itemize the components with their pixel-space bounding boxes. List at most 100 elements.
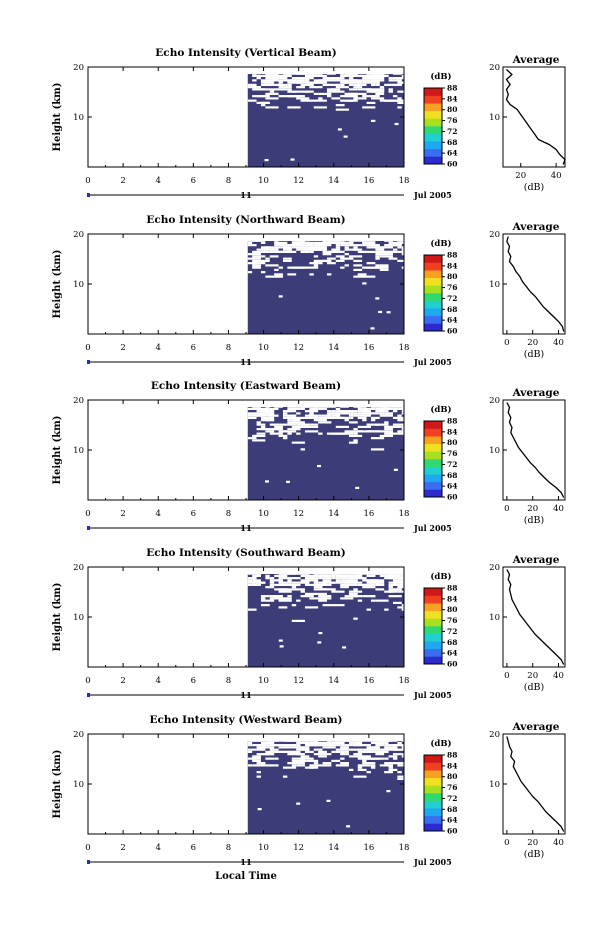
echo-gap-cell	[340, 764, 349, 767]
x-tick-label: 0	[85, 676, 90, 686]
echo-gap-cell	[401, 581, 404, 584]
echo-gap-cell	[287, 405, 297, 408]
x-tick-label: 8	[226, 343, 231, 353]
x-tick-label: 2	[120, 843, 125, 853]
average-y-tick-label: 20	[489, 730, 500, 740]
echo-gap-cell	[274, 405, 279, 408]
echo-gap-cell	[397, 77, 404, 80]
echo-gap-cell	[392, 257, 398, 260]
colorbar-frame	[423, 254, 443, 332]
echo-gap-cell	[265, 430, 275, 433]
echo-gap-cell	[269, 581, 275, 584]
echo-gap-cell	[287, 407, 301, 410]
echo-gap-cell	[287, 419, 292, 422]
echo-gap-cell	[309, 766, 314, 769]
echo-gap-cell	[300, 579, 310, 582]
echo-gap-cell	[287, 257, 292, 260]
echo-gap-cell	[379, 583, 385, 586]
echo-gap-cell	[357, 572, 371, 575]
echo-gap-cell	[252, 759, 261, 762]
echo-gap-cell	[392, 79, 402, 82]
echo-gap-cell	[366, 771, 371, 774]
average-y-tick-label: 20	[489, 563, 500, 573]
echo-gap-cell	[353, 268, 358, 271]
echo-gap-cell	[366, 750, 380, 753]
echo-gap-cell	[353, 259, 363, 262]
echo-gap-cell	[287, 106, 292, 109]
echo-gap-cell	[252, 255, 266, 258]
echo-gap-cell	[313, 262, 319, 265]
echo-gap-cell	[269, 739, 279, 742]
echo-gap-cell	[287, 572, 301, 575]
echo-gap-cell	[282, 246, 297, 249]
echo-gap-cell	[362, 750, 367, 753]
x-tick-label: 16	[363, 176, 374, 186]
echo-gap-cell	[353, 414, 367, 417]
colorbar-segment	[424, 595, 442, 604]
x-tick-label: 12	[293, 843, 304, 853]
echo-gap-cell	[397, 97, 402, 100]
echo-gap-cell	[291, 410, 297, 413]
echo-gap-cell	[362, 79, 371, 82]
echo-gap-cell	[278, 574, 283, 577]
echo-gap-cell	[397, 744, 404, 747]
echo-gap-cell	[265, 275, 275, 278]
echo-gap-cell	[388, 744, 398, 747]
echo-gap-cell	[379, 90, 385, 93]
echo-gap-cell	[274, 595, 279, 598]
echo-gap-cell	[362, 241, 376, 244]
echo-gap-cell	[296, 79, 310, 82]
echo-gap-cell	[375, 588, 385, 591]
echo-gap-cell	[287, 579, 292, 582]
echo-gap-cell	[265, 574, 270, 577]
echo-gap-cell	[313, 416, 319, 419]
echo-gap-cell	[370, 757, 385, 760]
colorbar-segment	[424, 451, 442, 460]
echo-gap-cell	[366, 412, 376, 415]
echo-gap-cell	[392, 248, 398, 251]
echo-gap-cell	[291, 425, 305, 428]
echo-gap-cell	[322, 77, 327, 80]
average-x-label: (dB)	[524, 515, 544, 526]
echo-gap-cell	[375, 599, 389, 602]
echo-gap-cell	[384, 428, 393, 431]
echo-gap-cell	[370, 766, 376, 769]
echo-gap-cell	[397, 588, 402, 591]
echo-gap-cell	[353, 246, 358, 249]
echo-gap-cell	[384, 608, 389, 611]
echo-gap-cell	[344, 744, 349, 747]
echo-gap-cell	[401, 577, 404, 580]
average-x-label: (dB)	[524, 849, 544, 860]
average-profile-line	[506, 402, 565, 498]
colorbar-segment	[424, 800, 442, 809]
echo-gap-cell	[344, 739, 358, 742]
echo-gap-cell	[401, 579, 404, 582]
echo-gap-cell	[318, 750, 327, 753]
echo-gap-cell	[300, 581, 310, 584]
echo-gap-cell	[296, 599, 301, 602]
echo-gap-cell	[392, 83, 402, 86]
echo-gap-cell	[247, 583, 253, 586]
echo-gap-cell	[256, 581, 266, 584]
echo-gap-cell	[260, 81, 275, 84]
echo-gap-cell	[392, 581, 398, 584]
echo-gap-cell	[260, 762, 266, 765]
average-y-tick-label: 10	[489, 280, 500, 290]
date-start-marker	[87, 526, 90, 530]
echo-gap-cell	[256, 428, 266, 431]
echo-gap-cell	[313, 255, 319, 258]
echo-gap-cell	[304, 430, 319, 433]
echo-gap-cell	[340, 257, 349, 260]
x-tick-label: 12	[293, 343, 304, 353]
echo-gap-cell	[353, 741, 363, 744]
colorbar-tick-label: 88	[447, 751, 457, 760]
echo-gap-cell	[278, 583, 288, 586]
colorbar-tick-label: 76	[447, 283, 457, 292]
echo-gap-cell	[269, 255, 279, 258]
echo-gap-cell	[287, 83, 292, 86]
echo-gap-cell	[370, 437, 385, 440]
echo-gap-cell	[344, 410, 349, 413]
echo-gap-cell	[366, 244, 376, 247]
echo-gap-cell	[393, 468, 398, 471]
echo-gap-cell	[304, 759, 319, 762]
